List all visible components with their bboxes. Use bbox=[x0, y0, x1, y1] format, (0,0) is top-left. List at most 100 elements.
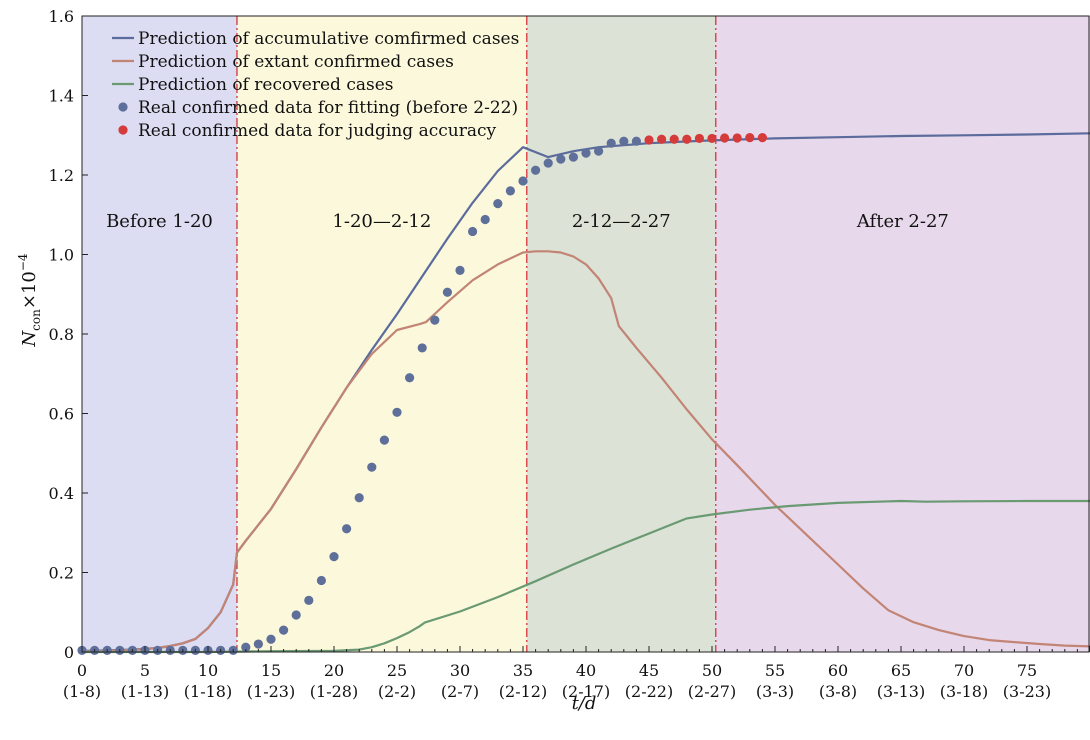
data-point bbox=[354, 493, 364, 503]
data-point bbox=[329, 552, 339, 562]
data-point bbox=[367, 462, 377, 472]
data-point bbox=[657, 134, 667, 144]
data-point bbox=[316, 575, 326, 586]
data-point bbox=[455, 265, 465, 275]
region-label: Before 1-20 bbox=[106, 211, 213, 232]
legend-label: Prediction of recovered cases bbox=[138, 75, 394, 95]
x-axis-label: t/d bbox=[572, 693, 597, 714]
data-point bbox=[745, 133, 755, 143]
x-tick-label: 30 bbox=[450, 661, 470, 680]
x-tick-label: 60 bbox=[828, 661, 848, 680]
data-point bbox=[531, 165, 541, 175]
data-point bbox=[518, 176, 528, 186]
real-data-points bbox=[77, 133, 768, 656]
x-tick-date-label: (1-8) bbox=[63, 682, 101, 701]
legend: Prediction of accumulative comfirmed cas… bbox=[112, 29, 519, 141]
x-tick-date-label: (1-28) bbox=[310, 682, 358, 701]
series-line bbox=[81, 250, 1090, 653]
data-point bbox=[468, 226, 478, 237]
data-point bbox=[505, 186, 515, 196]
x-tick-label: 25 bbox=[387, 661, 407, 680]
data-point bbox=[304, 595, 314, 605]
legend-label: Real confirmed data for fitting (before … bbox=[138, 98, 518, 118]
x-tick-label: 20 bbox=[324, 661, 344, 680]
x-tick-date-label: (1-18) bbox=[184, 682, 232, 701]
data-point bbox=[253, 639, 263, 649]
data-point bbox=[720, 133, 730, 143]
x-tick-label: 50 bbox=[702, 661, 722, 680]
data-point bbox=[379, 435, 389, 445]
legend-swatch bbox=[118, 125, 128, 135]
region-label: 2-12—2-27 bbox=[572, 211, 671, 232]
x-tick-date-label: (2-2) bbox=[378, 682, 416, 701]
data-point bbox=[732, 133, 742, 143]
data-point bbox=[581, 148, 591, 158]
data-point bbox=[405, 373, 415, 383]
period-boundary-lines bbox=[236, 16, 717, 652]
y-tick-label: 0.8 bbox=[49, 325, 74, 344]
x-tick-label: 55 bbox=[765, 661, 785, 680]
x-tick-label: 70 bbox=[954, 661, 974, 680]
data-point bbox=[644, 135, 654, 145]
data-point bbox=[442, 287, 452, 297]
data-point bbox=[417, 343, 427, 353]
region-band bbox=[526, 16, 716, 652]
y-tick-label: 0 bbox=[64, 643, 74, 662]
series-line bbox=[82, 499, 1090, 654]
region-label: After 2-27 bbox=[856, 211, 949, 232]
x-tick-label: 10 bbox=[198, 661, 218, 680]
x-tick-label: 5 bbox=[140, 661, 150, 680]
y-tick-label: 1.0 bbox=[49, 246, 74, 265]
data-point bbox=[266, 634, 276, 644]
data-point bbox=[606, 138, 616, 148]
data-point bbox=[291, 610, 301, 620]
data-point bbox=[568, 152, 579, 162]
period-labels: Before 1-20 1-20—2-12 2-12—2-27 After 2-27 bbox=[106, 211, 949, 232]
data-point bbox=[493, 199, 503, 209]
x-tick-date-label: (3-3) bbox=[756, 682, 794, 701]
x-axis-ticks: 0 (1-8) 5 (1-13) 10 (1-18) 15 (1-23) 20 (1-28) 25 (… bbox=[63, 646, 1090, 701]
data-point bbox=[342, 524, 352, 534]
y-tick-label: 0.4 bbox=[49, 484, 74, 503]
x-tick-date-label: (1-23) bbox=[247, 682, 295, 701]
data-point bbox=[694, 133, 705, 144]
data-point bbox=[430, 315, 440, 325]
svg-text:Ncon×10−4: Ncon×10−4 bbox=[16, 253, 43, 347]
data-point bbox=[619, 136, 629, 146]
data-point bbox=[594, 146, 604, 156]
data-point bbox=[631, 136, 642, 146]
x-tick-label: 65 bbox=[891, 661, 911, 680]
data-point bbox=[669, 134, 679, 144]
data-point bbox=[279, 625, 289, 635]
x-tick-label: 15 bbox=[261, 661, 281, 680]
x-tick-date-label: (2-17) bbox=[562, 682, 610, 701]
y-tick-label: 1.4 bbox=[49, 87, 74, 106]
legend-label: Prediction of accumulative comfirmed cas… bbox=[138, 29, 519, 49]
data-point bbox=[757, 133, 768, 143]
x-tick-label: 0 bbox=[77, 661, 87, 680]
x-tick-label: 75 bbox=[1017, 661, 1037, 680]
region-band bbox=[715, 16, 1090, 652]
data-point bbox=[480, 214, 490, 225]
x-tick-date-label: (3-13) bbox=[877, 682, 925, 701]
data-point bbox=[392, 407, 402, 417]
region-label: 1-20—2-12 bbox=[332, 211, 431, 232]
x-tick-label: 40 bbox=[576, 661, 596, 680]
y-axis-label: Ncon×10−4 bbox=[16, 253, 43, 347]
data-point bbox=[556, 154, 566, 164]
y-axis-ticks: 0 0.2 0.4 0.6 0.8 1.0 1.2 1.4 1.6 bbox=[49, 7, 88, 662]
data-point bbox=[682, 134, 692, 144]
x-tick-date-label: (2-7) bbox=[441, 682, 479, 701]
x-tick-date-label: (3-18) bbox=[940, 682, 988, 701]
data-point bbox=[241, 642, 251, 652]
region-band bbox=[82, 16, 237, 652]
x-tick-date-label: (3-23) bbox=[1003, 682, 1051, 701]
x-tick-date-label: (3-8) bbox=[819, 682, 857, 701]
x-tick-label: 35 bbox=[513, 661, 533, 680]
data-point bbox=[543, 158, 553, 168]
x-tick-date-label: (2-22) bbox=[625, 682, 673, 701]
x-tick-date-label: (2-27) bbox=[688, 682, 736, 701]
legend-swatch bbox=[118, 102, 128, 112]
data-point bbox=[707, 133, 717, 144]
